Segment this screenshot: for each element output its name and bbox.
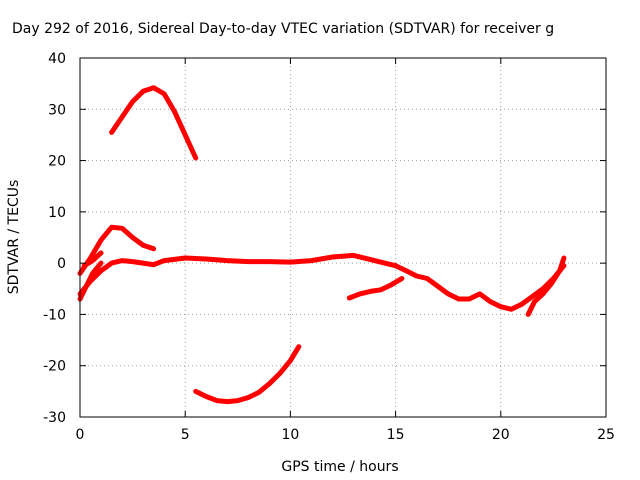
grid-layer xyxy=(80,58,606,417)
y-tick-label: 40 xyxy=(48,51,66,67)
x-tick-label: 20 xyxy=(492,427,510,443)
y-tick-label: 0 xyxy=(57,256,66,272)
series-arc-low xyxy=(193,344,302,405)
series-layer xyxy=(77,85,567,405)
series-arc-high xyxy=(109,85,199,161)
x-tick-label: 15 xyxy=(387,427,405,443)
x-tick-label: 10 xyxy=(281,427,299,443)
x-tick-label: 0 xyxy=(76,427,85,443)
plot-frame xyxy=(79,57,607,418)
series-arc-short xyxy=(81,250,104,269)
chart-title: Day 292 of 2016, Sidereal Day-to-day VTE… xyxy=(12,21,554,37)
y-tick-label: 20 xyxy=(48,154,66,170)
series-arc-early-peak xyxy=(77,224,157,276)
series-arc-mid-low xyxy=(346,276,405,301)
x-tick-label: 5 xyxy=(181,427,190,443)
y-tick-label: -20 xyxy=(43,359,66,375)
y-axis-label: SDTVAR / TECUs xyxy=(6,180,22,295)
x-tick-label: 25 xyxy=(597,427,615,443)
series-arc-main xyxy=(77,252,567,312)
y-tick-label: -10 xyxy=(43,307,66,323)
y-tick-label: -30 xyxy=(43,410,66,426)
y-tick-label: 10 xyxy=(48,205,66,221)
tick-layer: 0 5 10 15 20 25 -30 -20 -10 0 10 20 30 40 xyxy=(43,51,615,443)
series-arc-late xyxy=(525,255,567,317)
y-tick-label: 30 xyxy=(48,102,66,118)
x-axis-label: GPS time / hours xyxy=(281,459,398,475)
